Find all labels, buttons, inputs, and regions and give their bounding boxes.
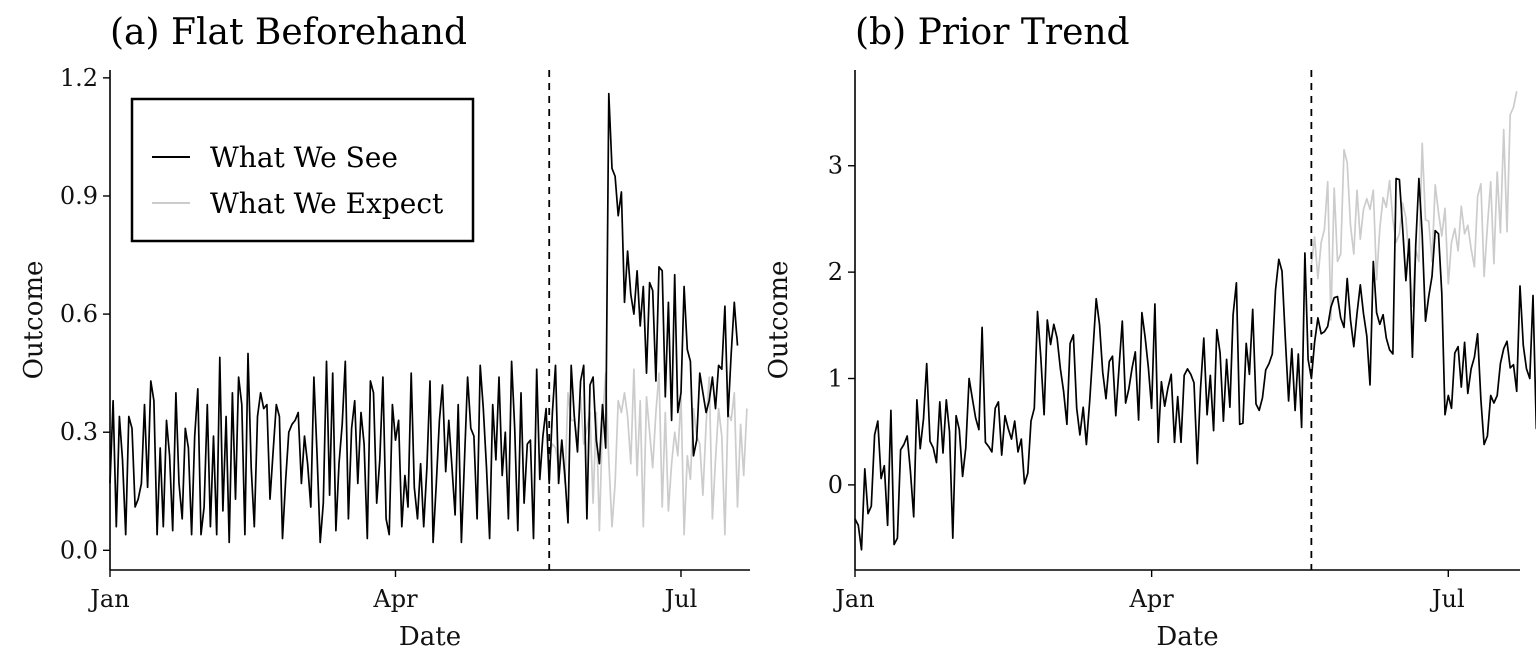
legend: What We See What We Expect bbox=[130, 97, 475, 243]
panel-title: (a) Flat Beforehand bbox=[110, 12, 467, 53]
legend-label: What We See bbox=[210, 141, 398, 174]
y-tick-label: 0.6 bbox=[60, 300, 98, 328]
y-tick-label: 1.2 bbox=[60, 64, 98, 92]
series-line-what-we-see bbox=[854, 177, 1536, 551]
y-axis-label: Outcome bbox=[19, 261, 49, 380]
series-line-what-we-expect bbox=[548, 368, 748, 536]
x-tick-label: Apr bbox=[372, 585, 418, 613]
panel-title: (b) Prior Trend bbox=[855, 12, 1130, 53]
panel-flat-beforehand: (a) Flat Beforehand 0.0 0.3 0.6 0.9 1.2 Jan Ap… bbox=[19, 12, 750, 652]
legend-box bbox=[130, 97, 475, 243]
y-tick-label: 0.9 bbox=[60, 182, 98, 210]
panel-prior-trend: (b) Prior Trend 0 1 2 3 Jan Apr Jul Date Outcome bbox=[764, 12, 1536, 652]
y-axis-label: Outcome bbox=[764, 261, 794, 380]
x-tick-label: Jul bbox=[1429, 585, 1465, 613]
x-axis-label: Date bbox=[1156, 622, 1218, 652]
y-tick-label: 0.3 bbox=[60, 418, 98, 446]
y-tick-label: 3 bbox=[828, 152, 843, 180]
x-tick-label: Apr bbox=[1129, 585, 1175, 613]
x-tick-label: Jan bbox=[832, 585, 874, 613]
x-axis-label: Date bbox=[399, 622, 461, 652]
x-tick-label: Jul bbox=[662, 585, 698, 613]
x-tick-label: Jan bbox=[87, 585, 129, 613]
series-line-what-we-see bbox=[109, 92, 739, 544]
y-tick-label: 1 bbox=[828, 365, 843, 393]
y-tick-label: 0 bbox=[828, 471, 843, 499]
y-tick-label: 0.0 bbox=[60, 536, 98, 564]
legend-label: What We Expect bbox=[210, 187, 444, 220]
y-tick-label: 2 bbox=[828, 258, 843, 286]
